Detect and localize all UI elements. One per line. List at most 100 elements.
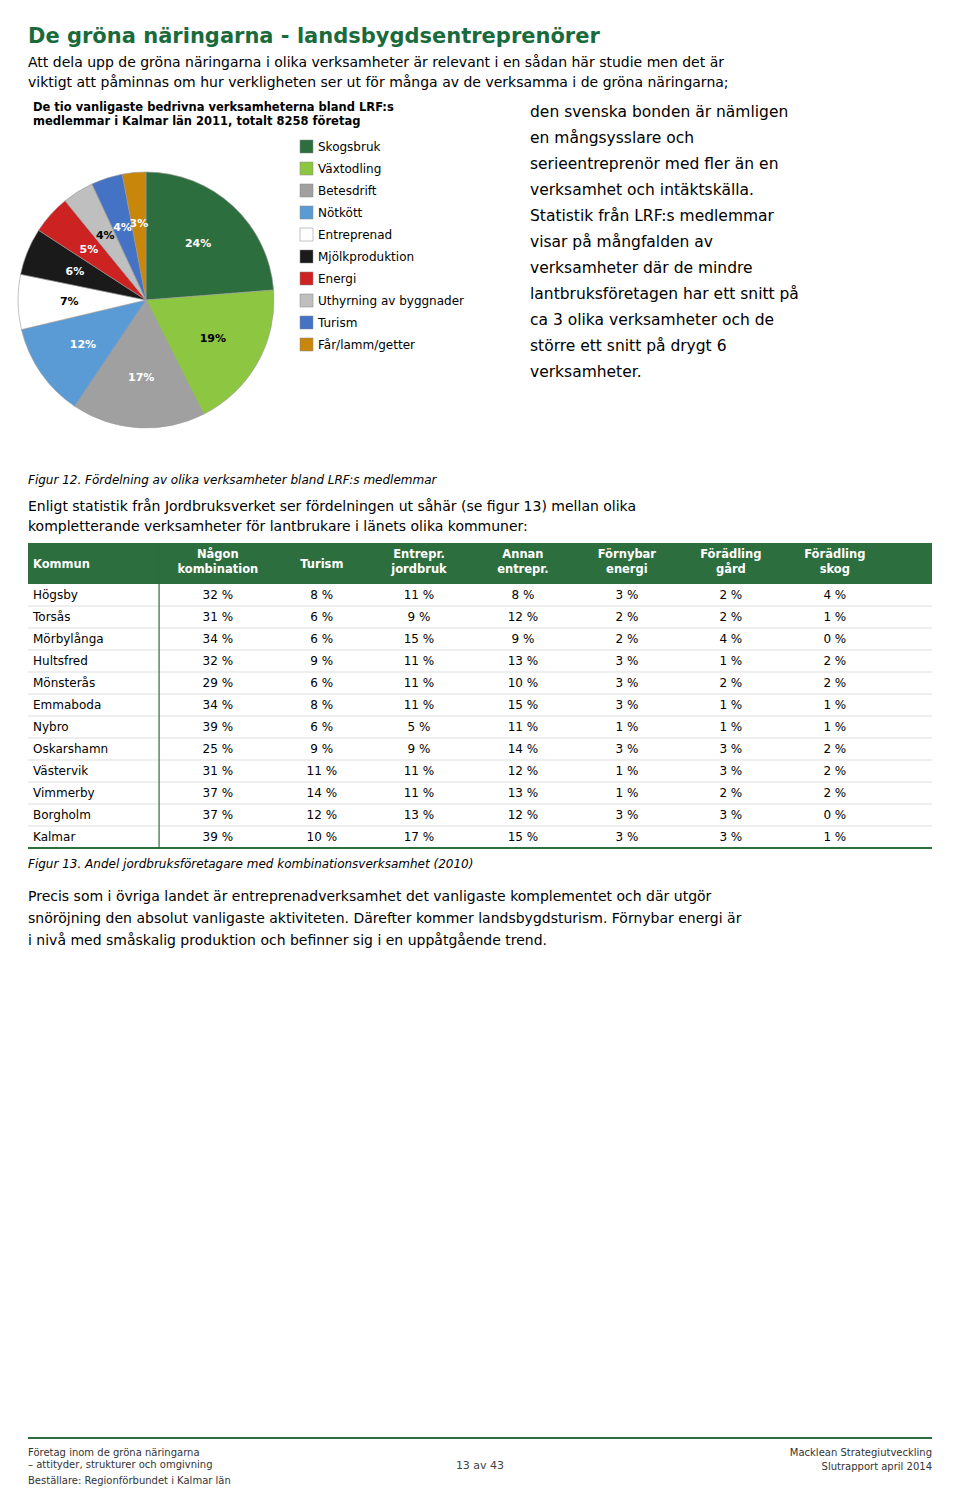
- table-cell: 31 %: [203, 764, 234, 778]
- body-text: serieentreprenör med fler än en: [530, 155, 778, 173]
- table-header: gård: [716, 562, 746, 576]
- table-cell: Emmaboda: [33, 698, 101, 712]
- table-cell: 3 %: [615, 654, 638, 668]
- page-number: 13 av 43: [456, 1459, 504, 1472]
- table-cell: 2 %: [823, 764, 846, 778]
- body-text: visar på mångfalden av: [530, 233, 713, 251]
- table-cell: 4 %: [823, 588, 846, 602]
- table-cell: Oskarshamn: [33, 742, 108, 756]
- table-cell: 13 %: [404, 808, 435, 822]
- intro-text: Att dela upp de gröna näringarna i olika…: [28, 54, 724, 70]
- body-text: verksamheter där de mindre: [530, 259, 753, 277]
- legend-swatch: [300, 206, 313, 219]
- table-cell: 14 %: [508, 742, 539, 756]
- legend: SkogsbrukVäxtodlingBetesdriftNötköttEntr…: [300, 140, 464, 352]
- table-header: skog: [820, 562, 850, 576]
- table-cell: 2 %: [719, 588, 742, 602]
- table-cell: 3 %: [615, 698, 638, 712]
- table-header: Förädling: [700, 547, 761, 561]
- legend-swatch: [300, 272, 313, 285]
- table-cell: 10 %: [508, 676, 539, 690]
- table-cell: 39 %: [203, 830, 234, 844]
- table-cell: 1 %: [719, 720, 742, 734]
- body-text: verksamheter.: [530, 363, 642, 381]
- data-label: 19%: [200, 332, 226, 345]
- row-separator: [28, 760, 932, 761]
- table-cell: 32 %: [203, 588, 234, 602]
- table-cell: 12 %: [307, 808, 338, 822]
- table-header: entrepr.: [497, 562, 549, 576]
- legend-swatch: [300, 228, 313, 241]
- table-cell: 13 %: [508, 786, 539, 800]
- body-text: ca 3 olika verksamheter och de: [530, 311, 774, 329]
- body-text: Enligt statistik från Jordbruksverket se…: [28, 498, 636, 514]
- legend-label: Energi: [318, 272, 356, 286]
- body-text: större ett snitt på drygt 6: [530, 337, 727, 355]
- table-cell: 3 %: [719, 830, 742, 844]
- legend-swatch: [300, 140, 313, 153]
- legend-swatch: [300, 162, 313, 175]
- footer-text: Slutrapport april 2014: [822, 1461, 932, 1472]
- table-cell: 37 %: [203, 808, 234, 822]
- table-cell: 29 %: [203, 676, 234, 690]
- legend-swatch: [300, 250, 313, 263]
- table-cell: 34 %: [203, 632, 234, 646]
- table-cell: 11 %: [404, 698, 435, 712]
- table-cell: 10 %: [307, 830, 338, 844]
- table-cell: 11 %: [404, 676, 435, 690]
- legend-swatch: [300, 338, 313, 351]
- row-separator: [28, 782, 932, 783]
- table-cell: 6 %: [310, 610, 333, 624]
- table-border: [28, 543, 932, 545]
- table-cell: 5 %: [408, 720, 431, 734]
- footer-text: Företag inom de gröna näringarna: [28, 1447, 200, 1458]
- table-cell: 6 %: [310, 676, 333, 690]
- table-cell: 2 %: [823, 742, 846, 756]
- pie-slice: [122, 172, 146, 300]
- table-cell: 12 %: [508, 764, 539, 778]
- table-header: energi: [606, 562, 648, 576]
- table-cell: 14 %: [307, 786, 338, 800]
- table-cell: 17 %: [404, 830, 435, 844]
- body-text: i nivå med småskalig produktion och befi…: [28, 932, 547, 948]
- row-separator: [28, 848, 932, 849]
- chart-title: De tio vanligaste bedrivna verksamhetern…: [33, 100, 394, 114]
- data-label: 7%: [60, 295, 79, 308]
- legend-label: Får/lamm/getter: [318, 338, 415, 352]
- table-cell: 3 %: [615, 830, 638, 844]
- table-cell: 11 %: [404, 764, 435, 778]
- table-cell: 0 %: [823, 632, 846, 646]
- data-label: 12%: [70, 338, 96, 351]
- page: De gröna näringarna - landsbygdsentrepre…: [0, 0, 960, 1497]
- table-header-bg: [28, 544, 932, 584]
- table-header: kombination: [177, 562, 258, 576]
- pie-slice: [146, 172, 274, 300]
- table-cell: 9 %: [408, 610, 431, 624]
- table-cell: 8 %: [310, 698, 333, 712]
- table-cell: 9 %: [310, 742, 333, 756]
- table-cell: 2 %: [823, 654, 846, 668]
- table-header: Turism: [300, 557, 343, 571]
- table-cell: Vimmerby: [33, 786, 95, 800]
- body-text: den svenska bonden är nämligen: [530, 103, 788, 121]
- table-cell: 0 %: [823, 808, 846, 822]
- table-cell: Hultsfred: [33, 654, 88, 668]
- table-cell: 1 %: [719, 698, 742, 712]
- footer-text: – attityder, strukturer och omgivning: [28, 1459, 213, 1470]
- table-cell: Torsås: [32, 610, 70, 624]
- table-header: Förnybar: [598, 547, 657, 561]
- table-cell: 3 %: [719, 764, 742, 778]
- table-cell: 1 %: [615, 764, 638, 778]
- table-cell: 1 %: [719, 654, 742, 668]
- legend-label: Växtodling: [318, 162, 381, 176]
- table-cell: 15 %: [508, 830, 539, 844]
- table-cell: 12 %: [508, 610, 539, 624]
- table-cell: 6 %: [310, 632, 333, 646]
- table-cell: 11 %: [404, 588, 435, 602]
- table-cell: 2 %: [719, 610, 742, 624]
- table-cell: 1 %: [823, 698, 846, 712]
- legend-label: Nötkött: [318, 206, 363, 220]
- body-text: en mångsysslare och: [530, 129, 694, 147]
- table-cell: Västervik: [33, 764, 88, 778]
- body-text: lantbruksföretagen har ett snitt på: [530, 285, 799, 303]
